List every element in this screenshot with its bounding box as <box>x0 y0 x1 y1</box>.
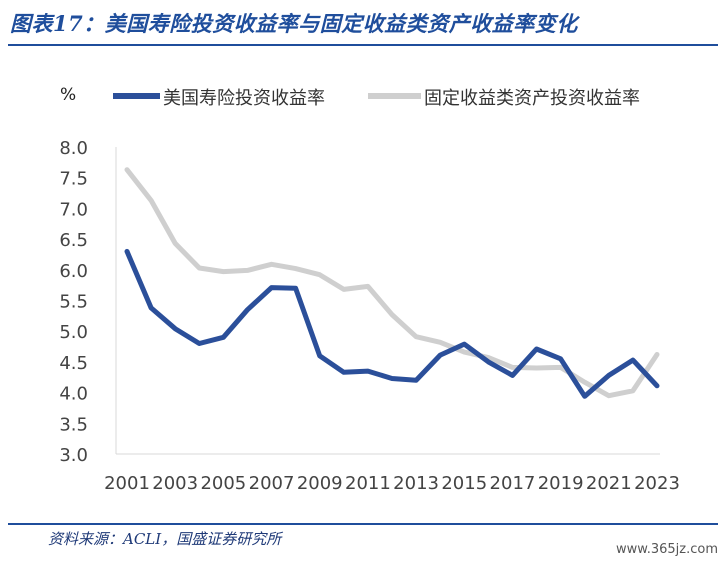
x-tick-label: 2021 <box>586 473 632 494</box>
x-tick-label: 2023 <box>634 473 680 494</box>
legend-label-series-2: 固定收益类资产投资收益率 <box>424 88 640 109</box>
footer-divider <box>8 523 718 525</box>
y-tick-label: 7.5 <box>59 169 88 190</box>
y-tick-label: 4.5 <box>59 353 88 374</box>
title-divider <box>8 44 718 46</box>
legend-label-series-1: 美国寿险投资收益率 <box>163 88 325 109</box>
source-note: 资料来源：ACLI，国盛证券研究所 <box>48 530 282 548</box>
x-tick-label: 2015 <box>441 473 487 494</box>
y-tick-label: 6.5 <box>59 230 88 251</box>
x-tick-label: 2013 <box>393 473 439 494</box>
legend: 美国寿险投资收益率 固定收益类资产投资收益率 <box>113 88 640 109</box>
y-tick-label: 6.0 <box>59 261 88 282</box>
y-tick-label: 3.0 <box>59 445 88 466</box>
page-title: 图表17：美国寿险投资收益率与固定收益类资产收益率变化 <box>10 11 578 36</box>
series-line-1 <box>124 248 660 399</box>
watermark-text: www.365jz.com <box>616 542 718 557</box>
y-tick-label: 3.5 <box>59 414 88 435</box>
y-tick-label: 5.0 <box>59 322 88 343</box>
x-tick-label: 2009 <box>297 473 343 494</box>
x-tick-label: 2005 <box>200 473 246 494</box>
x-tick-label: 2003 <box>152 473 198 494</box>
y-unit-label: % <box>60 85 76 105</box>
y-tick-labels: 3.0 3.5 4.0 4.5 5.0 5.5 6.0 6.5 7.0 7.5 8.0 <box>59 138 88 466</box>
y-tick-label: 8.0 <box>59 138 88 159</box>
x-tick-labels: 2001 2003 2005 2007 2009 2011 2013 2015 2017 2019… <box>104 473 680 494</box>
x-tick-label: 2007 <box>249 473 295 494</box>
chart-axes <box>115 147 660 455</box>
x-tick-label: 2001 <box>104 473 150 494</box>
x-tick-label: 2011 <box>345 473 391 494</box>
y-tick-label: 7.0 <box>59 199 88 220</box>
x-tick-label: 2019 <box>538 473 584 494</box>
series-line-2 <box>124 167 660 399</box>
series-lines <box>124 167 660 399</box>
y-tick-label: 4.0 <box>59 384 88 405</box>
y-tick-label: 5.5 <box>59 292 88 313</box>
x-tick-label: 2017 <box>490 473 536 494</box>
